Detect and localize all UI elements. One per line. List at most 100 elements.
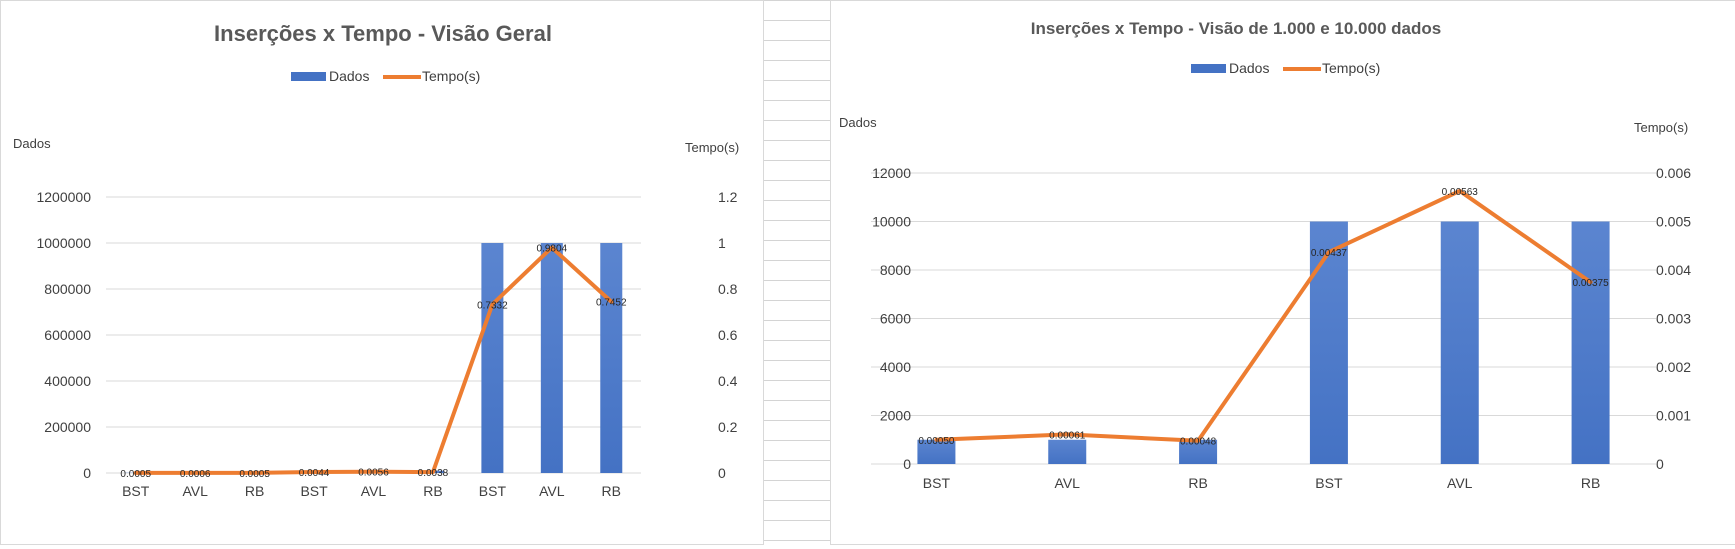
chart-svg-visao-1000-10000: Inserções x Tempo - Visão de 1.000 e 10.… [839, 19, 1691, 491]
data-label-tempo: 0.9804 [537, 244, 568, 255]
chart-title: Inserções x Tempo - Visão de 1.000 e 10.… [1031, 19, 1441, 38]
y-tick-label-left: 10000 [872, 214, 911, 230]
bar-dados [540, 243, 563, 473]
y-ticks-right: 0 0.2 0.4 0.6 0.8 1 1.2 [718, 189, 738, 481]
y-tick-label-right: 0 [1656, 456, 1664, 472]
data-label-tempo: 0.00050 [918, 436, 955, 447]
y-tick-label-left: 600000 [44, 327, 91, 343]
x-category-label: BST [479, 483, 507, 499]
y-tick-label-left: 2000 [880, 408, 911, 424]
bars-dados [124, 243, 623, 473]
data-labels-tempo: 0.00050 0.00061 0.00048 0.00437 0.00563 0.003… [918, 187, 1609, 448]
gridlines [871, 172, 1656, 465]
legend-label-dados: Dados [329, 68, 369, 84]
y-tick-label-right: 0.003 [1656, 311, 1691, 327]
line-tempo-path [133, 245, 614, 475]
y-tick-label-right: 0.2 [718, 419, 738, 435]
data-label-tempo: 0.00061 [1049, 430, 1086, 441]
bar-dados [1179, 439, 1218, 464]
x-category-label: BST [122, 483, 150, 499]
y-tick-label-right: 0.6 [718, 327, 738, 343]
y-tick-label-left: 200000 [44, 419, 91, 435]
y-tick-label-right: 0.001 [1656, 408, 1691, 424]
y-tick-label-left: 0 [903, 456, 911, 472]
x-category-labels: BST AVL RB BST AVL RB [923, 475, 1601, 491]
x-category-label: RB [1581, 475, 1600, 491]
data-label-tempo: 0.7332 [477, 300, 508, 311]
y-tick-label-right: 0.004 [1656, 262, 1691, 278]
data-label-tempo: 0.0005 [239, 469, 270, 480]
y-tick-label-left: 800000 [44, 281, 91, 297]
y-tick-label-left: 1200000 [36, 189, 91, 205]
data-label-tempo: 0.00437 [1311, 248, 1348, 259]
y-tick-label-right: 0.002 [1656, 359, 1691, 375]
legend-label-tempo: Tempo(s) [1322, 60, 1380, 76]
legend-label-dados: Dados [1229, 60, 1269, 76]
bar-dados [1309, 221, 1348, 464]
y-tick-label-left: 0 [83, 465, 91, 481]
legend-swatch-dados [291, 72, 326, 81]
x-category-label: RB [423, 483, 442, 499]
data-label-tempo: 0.0056 [358, 468, 389, 479]
y-tick-label-right: 0.006 [1656, 165, 1691, 181]
bar-dados [1048, 439, 1087, 464]
y-tick-label-right: 0.8 [718, 281, 738, 297]
data-label-tempo: 0.0044 [299, 468, 330, 479]
legend: Dados Tempo(s) [1191, 60, 1380, 76]
bar-dados [1440, 221, 1479, 464]
chart-title: Inserções x Tempo - Visão Geral [214, 21, 552, 46]
x-category-label: AVL [182, 483, 208, 499]
y-tick-label-right: 0.005 [1656, 214, 1691, 230]
bar-dados [481, 243, 504, 473]
data-label-tempo: 0.0005 [120, 469, 151, 480]
y-tick-label-left: 6000 [880, 311, 911, 327]
x-category-label: BST [300, 483, 328, 499]
y-tick-label-right: 0 [718, 465, 726, 481]
legend-swatch-dados [1191, 64, 1226, 73]
y-tick-label-left: 4000 [880, 359, 911, 375]
data-label-tempo: 0.00048 [1180, 437, 1217, 448]
bar-dados [1571, 221, 1610, 464]
y-tick-label-left: 12000 [872, 165, 911, 181]
line-tempo [934, 188, 1593, 443]
y-tick-label-right: 1 [718, 235, 726, 251]
y-axis-title-right: Tempo(s) [1634, 120, 1688, 135]
data-label-tempo: 0.0006 [180, 469, 211, 480]
data-label-tempo: 0.0038 [418, 468, 449, 479]
x-category-label: AVL [1055, 475, 1081, 491]
x-category-label: RB [602, 483, 621, 499]
chart-svg-visao-geral: Inserções x Tempo - Visão Geral Dados Te… [13, 21, 739, 499]
y-axis-title-left: Dados [13, 136, 51, 151]
line-tempo [133, 245, 614, 475]
bar-dados [917, 439, 956, 464]
y-tick-label-right: 1.2 [718, 189, 738, 205]
y-ticks-right: 0 0.001 0.002 0.003 0.004 0.005 0.006 [1656, 165, 1691, 472]
legend-label-tempo: Tempo(s) [422, 68, 480, 84]
x-category-label: BST [923, 475, 951, 491]
x-category-label: AVL [361, 483, 387, 499]
y-tick-label-left: 1000000 [36, 235, 91, 251]
data-label-tempo: 0.00375 [1573, 278, 1610, 289]
y-tick-label-left: 8000 [880, 262, 911, 278]
x-category-label: AVL [1447, 475, 1473, 491]
data-labels-tempo: 0.0005 0.0006 0.0005 0.0044 0.0056 0.0038 0.73… [120, 244, 627, 480]
y-axis-title-right: Tempo(s) [685, 140, 739, 155]
x-category-labels: BST AVL RB BST AVL RB BST AVL RB [122, 483, 621, 499]
y-ticks-left: 0 2000 4000 6000 8000 10000 12000 [872, 165, 911, 472]
y-tick-label-right: 0.4 [718, 373, 738, 389]
chart-visao-1000-10000[interactable]: Inserções x Tempo - Visão de 1.000 e 10.… [830, 0, 1735, 545]
bars-dados [917, 221, 1610, 464]
x-category-label: RB [1188, 475, 1207, 491]
x-category-label: BST [1315, 475, 1343, 491]
y-tick-label-left: 400000 [44, 373, 91, 389]
line-tempo-path [934, 188, 1593, 443]
y-ticks-left: 0 200000 400000 600000 800000 1000000 1200000 [36, 189, 91, 481]
x-category-label: AVL [539, 483, 565, 499]
x-category-label: RB [245, 483, 264, 499]
y-axis-title-left: Dados [839, 115, 877, 130]
bar-dados [600, 243, 623, 473]
legend: Dados Tempo(s) [291, 68, 480, 84]
data-label-tempo: 0.7452 [596, 298, 627, 309]
chart-visao-geral[interactable]: Inserções x Tempo - Visão Geral Dados Te… [0, 0, 764, 545]
data-label-tempo: 0.00563 [1442, 187, 1479, 198]
